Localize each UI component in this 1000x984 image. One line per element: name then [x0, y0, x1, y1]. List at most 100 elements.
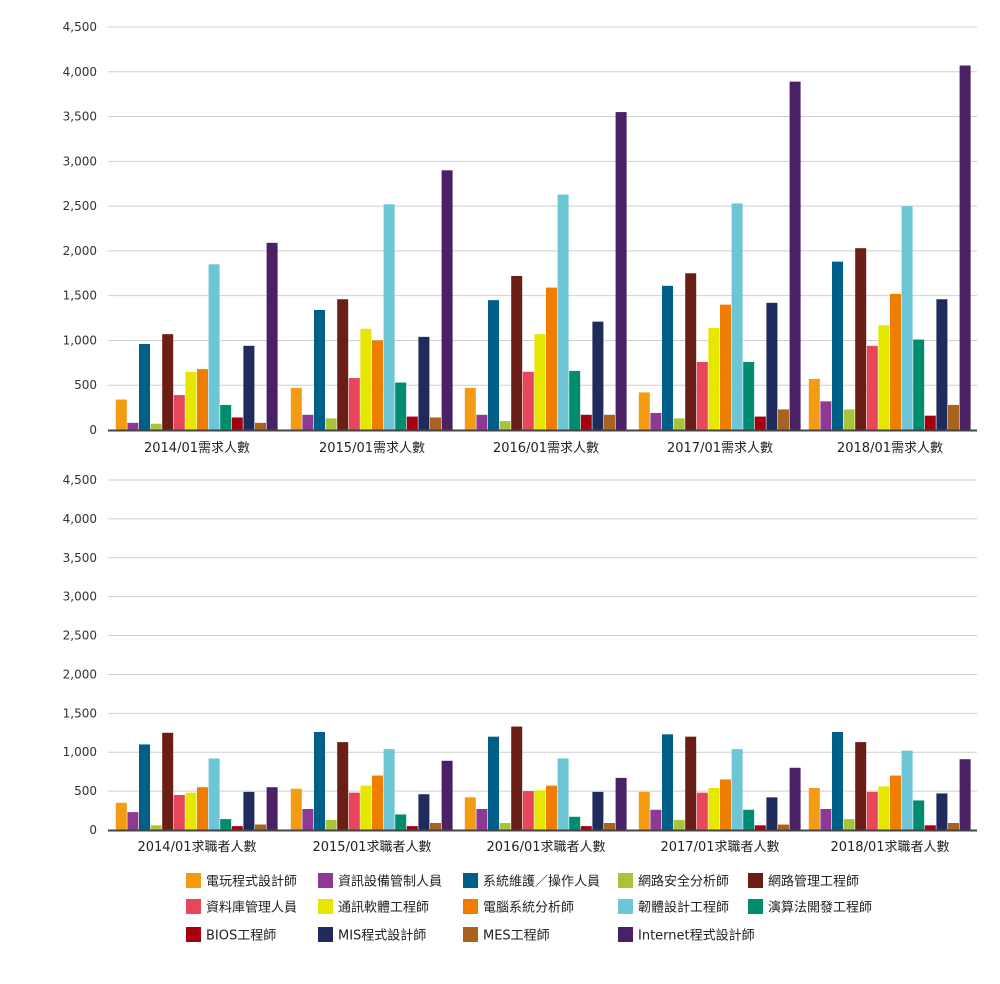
y-tick-label: 2,000 — [63, 667, 97, 681]
bar — [522, 371, 534, 430]
bar — [778, 409, 789, 430]
chart-panel-2: 0 500 1,000 1,500 2,000 2,500 3,000 3,500 4,000 4… — [63, 473, 977, 855]
bar — [820, 401, 832, 430]
y-tick-label: 1,500 — [63, 289, 97, 303]
y-tick-label: 4,500 — [63, 473, 97, 487]
bar — [615, 777, 627, 830]
legend-swatch — [186, 927, 201, 942]
bar — [890, 775, 901, 830]
legend-swatch — [748, 873, 763, 888]
bar — [348, 378, 360, 430]
y-tick-label: 4,000 — [63, 65, 97, 79]
x-category-label: 2015/01需求人數 — [319, 441, 425, 456]
bar — [650, 412, 662, 430]
bar — [638, 791, 650, 830]
bar — [243, 345, 255, 430]
y-tick-label: 1,000 — [63, 745, 97, 759]
legend-label: 網路管理工程師 — [768, 874, 859, 890]
legend-swatch — [618, 873, 633, 888]
bar — [476, 809, 488, 830]
bar — [866, 791, 878, 830]
y-tick-label: 500 — [74, 784, 97, 798]
bar — [464, 797, 476, 830]
legend-swatch — [186, 873, 201, 888]
bar — [789, 767, 801, 830]
y-tick-label: 3,500 — [63, 110, 97, 124]
bar — [534, 334, 546, 430]
bar — [127, 812, 139, 830]
bar — [720, 779, 731, 830]
bar — [139, 344, 150, 430]
bar — [546, 287, 557, 430]
bar — [959, 759, 971, 830]
bar — [832, 261, 843, 430]
bar — [789, 81, 801, 430]
bar — [638, 392, 650, 430]
bar — [162, 334, 174, 430]
legend-label: MES工程師 — [483, 929, 550, 944]
bar — [302, 414, 314, 430]
bar — [743, 361, 755, 430]
bar — [855, 742, 867, 830]
x-category-label: 2014/01需求人數 — [144, 441, 250, 456]
y-tick-label: 500 — [74, 378, 97, 392]
bar — [499, 823, 511, 830]
bar — [511, 275, 523, 430]
bar — [231, 417, 243, 430]
bar — [511, 726, 523, 830]
bar — [650, 809, 662, 830]
bar — [208, 264, 220, 430]
legend-swatch — [463, 899, 478, 914]
y-tick-label: 4,000 — [63, 512, 97, 526]
bar — [255, 824, 266, 830]
bar — [890, 293, 901, 430]
bar — [615, 112, 627, 431]
bar — [243, 791, 255, 830]
bar — [832, 732, 843, 830]
bar — [197, 787, 208, 830]
legend-label: 電腦系統分析師 — [483, 901, 574, 916]
bar — [901, 750, 913, 830]
bar — [901, 206, 913, 430]
x-category-label: 2017/01需求人數 — [667, 441, 773, 456]
bar — [464, 387, 476, 430]
bar — [220, 819, 232, 830]
bar — [220, 404, 232, 430]
legend-label: 資訊設備管制人員 — [338, 874, 442, 890]
bar — [173, 395, 185, 430]
bar — [290, 387, 302, 430]
bar — [924, 415, 936, 430]
bar — [592, 321, 604, 430]
bar — [290, 788, 302, 830]
legend-swatch — [318, 927, 333, 942]
bar — [255, 422, 266, 430]
bar — [418, 794, 430, 830]
bar — [673, 819, 685, 830]
bar — [383, 204, 395, 430]
y-tick-label: 2,500 — [63, 199, 97, 213]
bar — [348, 792, 360, 830]
legend-swatch — [463, 927, 478, 942]
legend-swatch — [463, 873, 478, 888]
legend: 電玩程式設計師 資訊設備管制人員 系統維護／操作人員 網路安全分析師 網路管理工程師資料… — [186, 873, 872, 944]
bar — [766, 797, 778, 830]
x-category-label: 2014/01求職者人數 — [137, 840, 256, 855]
bar — [855, 248, 867, 430]
bar — [673, 418, 685, 430]
bar — [231, 826, 243, 830]
bar — [720, 304, 731, 430]
bar — [662, 734, 673, 830]
bar — [546, 785, 557, 830]
bar — [743, 809, 755, 830]
bar — [766, 302, 778, 430]
bar — [569, 370, 581, 430]
y-tick-label: 0 — [89, 423, 97, 437]
y-tick-label: 3,000 — [63, 590, 97, 604]
bar — [913, 339, 925, 430]
x-category-label: 2016/01求職者人數 — [486, 840, 605, 855]
legend-label: 資料庫管理人員 — [206, 901, 297, 916]
bar — [878, 786, 890, 830]
legend-label: 電玩程式設計師 — [206, 874, 297, 890]
y-tick-label: 0 — [89, 823, 97, 837]
bar — [778, 824, 789, 830]
